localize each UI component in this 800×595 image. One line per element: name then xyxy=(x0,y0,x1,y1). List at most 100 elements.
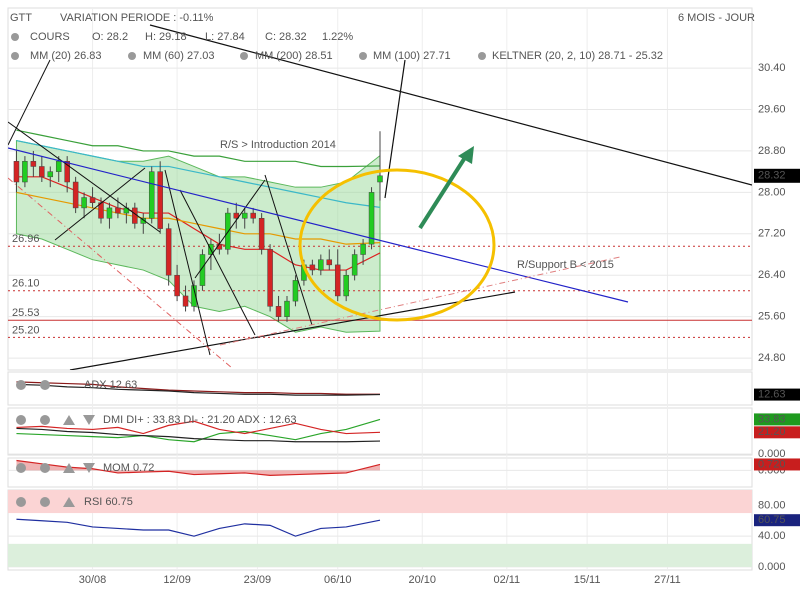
annotation: R/Support B < 2015 xyxy=(517,259,614,271)
value-tag xyxy=(754,413,800,426)
candle-body xyxy=(30,161,37,167)
y-tick-label: 25.60 xyxy=(758,311,786,323)
indicator-line xyxy=(16,418,381,443)
arrow-head xyxy=(458,146,474,164)
panel-frame xyxy=(7,407,753,456)
marks-layer xyxy=(8,129,752,537)
quote-item: 1.22% xyxy=(322,31,353,43)
level-label: 26.10 xyxy=(12,278,40,290)
candle-body xyxy=(106,207,113,219)
candle-body xyxy=(55,161,62,172)
gear-icon[interactable] xyxy=(11,33,19,41)
indicator-line xyxy=(16,427,381,443)
candle-body xyxy=(267,249,273,307)
symbol: GTT xyxy=(10,12,32,24)
candle-body xyxy=(115,207,121,214)
trendline xyxy=(164,169,211,356)
close-icon[interactable] xyxy=(16,463,26,473)
candle-body xyxy=(326,259,333,266)
trendline xyxy=(8,59,51,146)
y-tick-label: 26.40 xyxy=(758,269,786,281)
up-icon[interactable] xyxy=(63,415,75,425)
gear-icon[interactable] xyxy=(40,415,50,425)
x-tick-label: 06/10 xyxy=(324,574,352,586)
x-tick-label: 15/11 xyxy=(574,574,601,586)
highlight-ellipse xyxy=(298,168,496,322)
candle-body xyxy=(132,207,138,224)
indicator-line xyxy=(16,381,380,395)
close-icon[interactable] xyxy=(16,497,26,507)
value-tag xyxy=(754,388,800,401)
x-tick-label: 27/11 xyxy=(654,574,681,586)
indicator-legend: MM (20) 26.83 xyxy=(30,50,102,62)
gear-icon[interactable] xyxy=(240,52,248,60)
gear-icon[interactable] xyxy=(40,497,50,507)
x-tick-label: 30/08 xyxy=(79,574,107,586)
up-icon[interactable] xyxy=(63,463,75,473)
value-tag xyxy=(754,426,800,439)
candle-body xyxy=(241,212,248,219)
y-tick-label: 0.000 xyxy=(758,448,786,460)
trendline xyxy=(69,291,516,370)
down-icon[interactable] xyxy=(83,415,95,425)
panel-frame xyxy=(7,371,753,406)
trendline xyxy=(179,189,256,336)
indicator-line xyxy=(16,383,381,396)
value-tag-label: 12.63 xyxy=(758,388,786,400)
y-tick-label: 30.40 xyxy=(758,62,786,74)
value-tag-label: 21.20 xyxy=(758,426,786,438)
gear-icon[interactable] xyxy=(11,52,19,60)
candle-body xyxy=(13,161,20,183)
candle-body xyxy=(89,197,96,203)
labels-layer: GTT VARIATION PERIODE : -0.11% 6 MOIS - … xyxy=(10,12,800,586)
value-tag-label: 0.720 xyxy=(758,458,786,470)
candle-body xyxy=(22,161,28,183)
close-icon[interactable] xyxy=(16,415,26,425)
value-tag xyxy=(754,514,800,527)
candle-body xyxy=(250,212,256,219)
gear-icon[interactable] xyxy=(478,52,486,60)
candle-body xyxy=(284,300,290,317)
gear-icon[interactable] xyxy=(40,463,50,473)
y-tick-label: 27.20 xyxy=(758,228,786,240)
value-tag-label: 60.75 xyxy=(758,514,786,526)
value-tag xyxy=(754,458,800,471)
close-icon[interactable] xyxy=(16,380,26,390)
candle-body xyxy=(199,254,206,286)
candle-body xyxy=(275,306,282,317)
trendline xyxy=(219,256,621,346)
trendline xyxy=(8,177,233,369)
gear-icon[interactable] xyxy=(40,380,50,390)
candle-body xyxy=(157,171,163,229)
down-icon[interactable] xyxy=(83,463,95,473)
y-tick-label: 29.60 xyxy=(758,103,786,115)
keltner-band xyxy=(15,139,381,333)
indicator-line xyxy=(16,518,381,537)
candle-body xyxy=(165,228,172,276)
candle-body xyxy=(368,192,375,245)
indicator-legend: MM (200) 28.51 xyxy=(255,50,333,62)
candle-body xyxy=(47,171,54,178)
candle-body xyxy=(309,264,316,271)
panel-label: RSI 60.75 xyxy=(84,496,133,508)
arrow xyxy=(418,154,468,230)
quote-item: C: 28.32 xyxy=(265,31,307,43)
quote-item: L: 27.84 xyxy=(205,31,245,43)
candle-body xyxy=(351,254,358,276)
level-label: 26.96 xyxy=(12,233,40,245)
candle-body xyxy=(360,243,366,255)
quote-item: COURS xyxy=(30,31,70,43)
candle-body xyxy=(39,166,45,178)
indicator-legend: KELTNER (20, 2, 10) 28.71 - 25.32 xyxy=(492,50,663,62)
candle-body xyxy=(81,197,87,209)
candle-body xyxy=(334,264,341,297)
last-price-label: 28.32 xyxy=(758,170,786,182)
candle-body xyxy=(148,171,155,219)
up-icon[interactable] xyxy=(63,497,75,507)
candle-body xyxy=(233,212,240,219)
candle-body xyxy=(377,175,383,183)
gear-icon[interactable] xyxy=(359,52,367,60)
candle-body xyxy=(343,274,349,297)
gear-icon[interactable] xyxy=(128,52,136,60)
